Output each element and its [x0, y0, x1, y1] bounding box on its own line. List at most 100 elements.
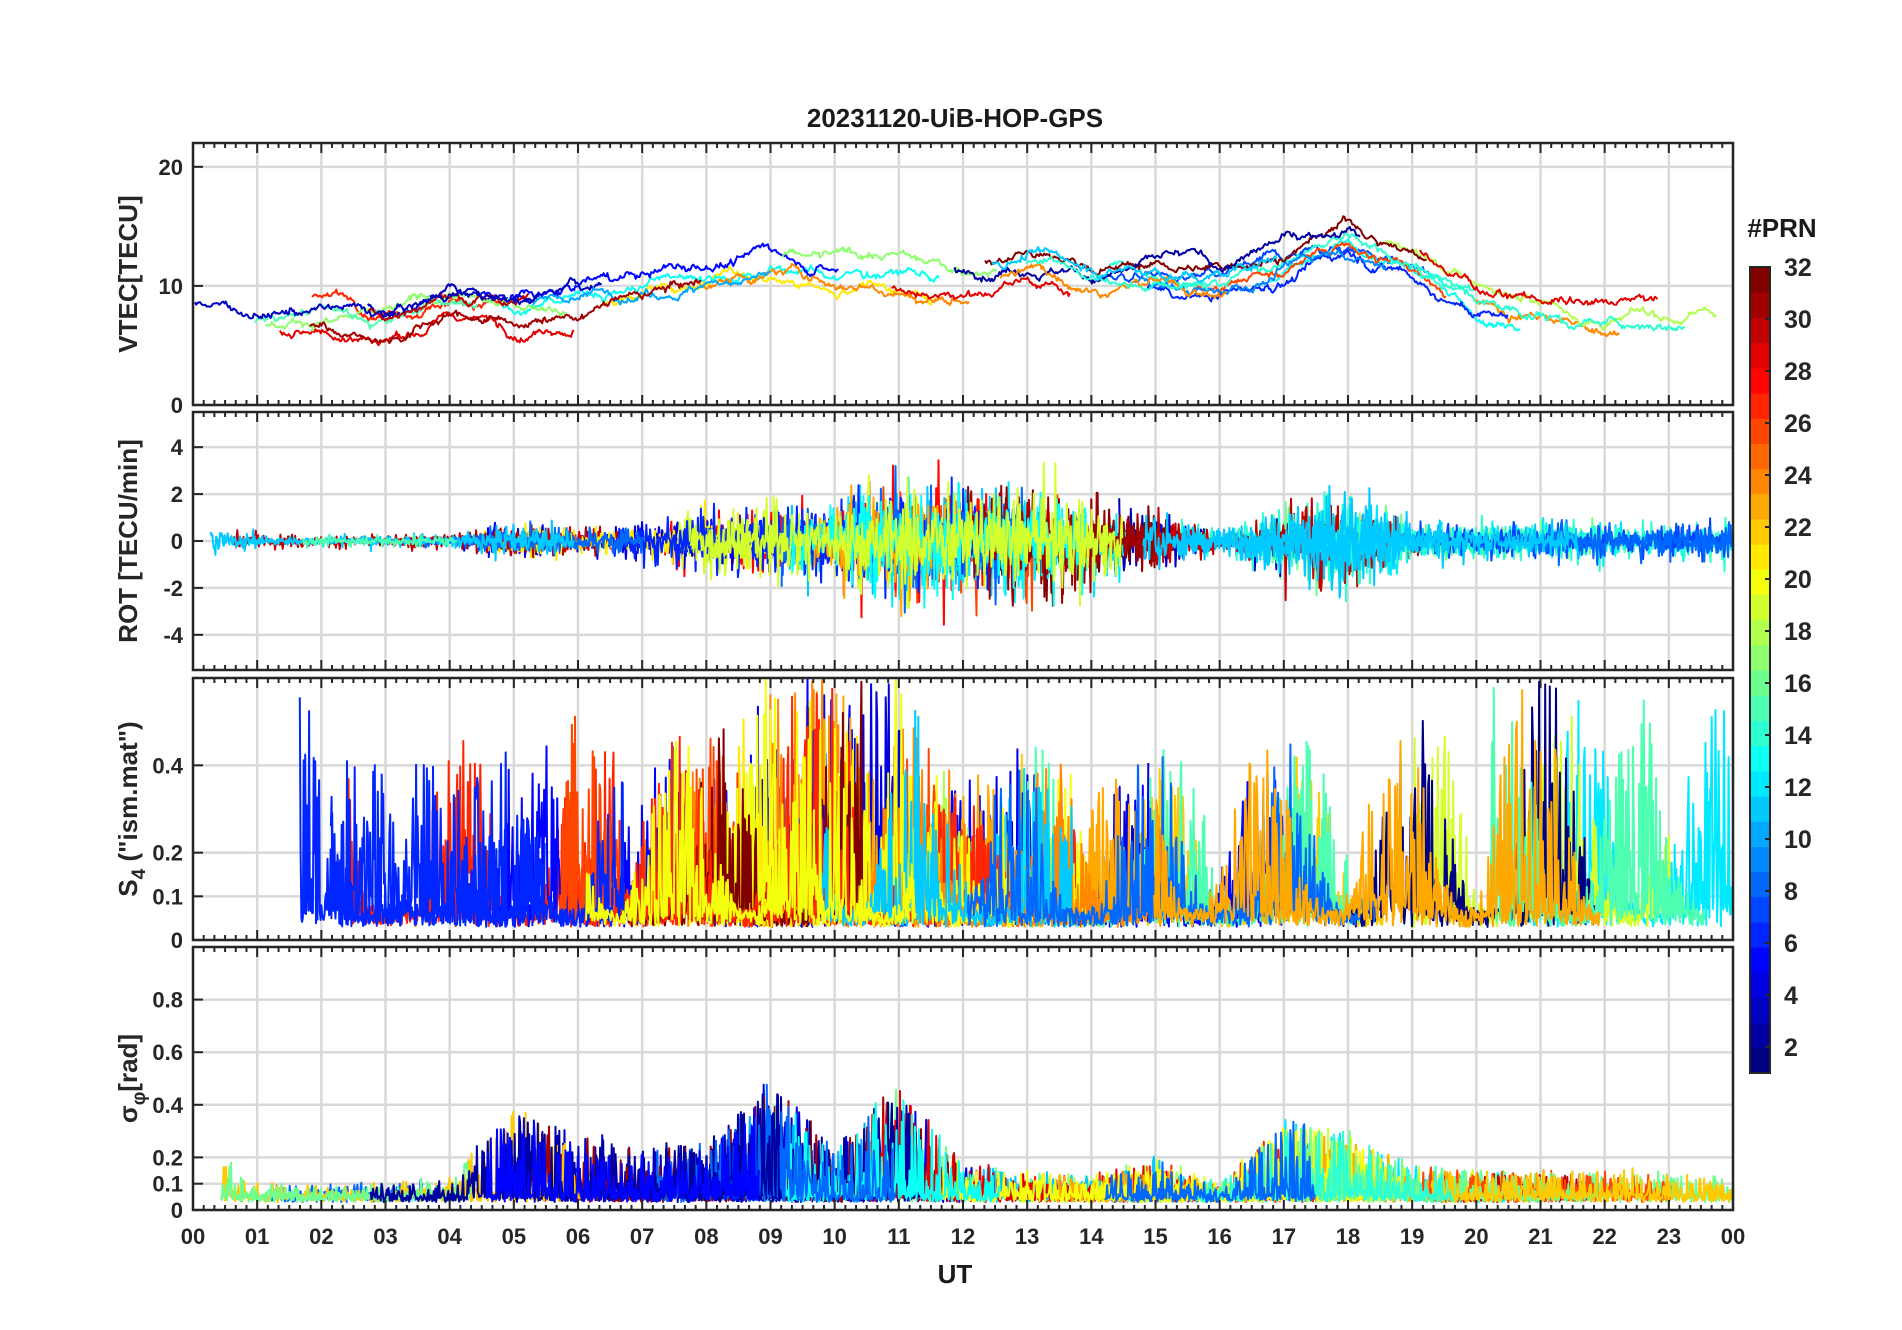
colorbar-segment	[1750, 392, 1770, 419]
y-axis-label: S4 ("ism.mat")	[113, 721, 150, 896]
ticks	[192, 143, 1734, 406]
colorbar-tick-label: 4	[1784, 982, 1798, 1010]
y-axis-label: VTEC[TECU]	[113, 195, 143, 352]
y-tick-label: -4	[163, 623, 183, 648]
colorbar-box	[1749, 266, 1771, 1074]
y-tick-label: 10	[159, 274, 183, 299]
panel-4: 00.10.2 0.4 0.6 0.8σφ[rad] 00 01 02 03 04 05 06 07 0…	[113, 945, 1745, 1249]
prn-trace	[300, 533, 458, 549]
y-tick-label: 20	[159, 155, 183, 180]
prn-trace	[689, 461, 1124, 607]
colorbar-tick-label: 28	[1784, 358, 1812, 386]
prn-trace	[781, 246, 998, 278]
colorbar-tick-label: 26	[1784, 410, 1812, 438]
prn-trace	[532, 270, 771, 306]
prn-trace	[984, 215, 1427, 277]
x-tick-label: 06	[566, 1224, 590, 1249]
x-tick-label: 04	[437, 1224, 462, 1249]
traces	[298, 678, 1733, 928]
prn-trace	[1133, 248, 1387, 296]
traces	[194, 215, 1717, 347]
colorbar-tick-label: 24	[1784, 462, 1812, 490]
colorbar-tick-label: 8	[1784, 878, 1798, 906]
prn-trace	[329, 751, 626, 928]
prn-trace	[1269, 238, 1521, 332]
prn-trace	[1146, 248, 1509, 319]
x-tick-label: 02	[309, 1224, 333, 1249]
x-tick-label: 20	[1464, 1224, 1488, 1249]
ticks	[192, 412, 1734, 670]
colorbar-tick-label: 30	[1784, 306, 1812, 334]
colorbar-segment	[1750, 569, 1770, 596]
colorbar-tick-label: 10	[1784, 826, 1812, 854]
panel-1: 0 10 20 VTEC[TECU]	[113, 141, 1735, 418]
prn-trace	[585, 699, 918, 928]
prn-trace	[696, 263, 970, 306]
x-tick-label: 11	[887, 1224, 910, 1249]
x-tick-label: 03	[373, 1224, 397, 1249]
x-tick-label: 07	[630, 1224, 654, 1249]
colorbar-segment	[1750, 644, 1770, 671]
x-tick-label: 09	[758, 1224, 782, 1249]
colorbar-segment	[1750, 871, 1770, 898]
x-tick-label: 16	[1207, 1224, 1231, 1249]
colorbar-segment	[1750, 468, 1770, 495]
prn-trace	[1193, 1130, 1452, 1204]
colorbar-tick-label: 2	[1784, 1034, 1798, 1062]
colorbar-tick-label: 18	[1784, 618, 1812, 646]
y-tick-label: 0.8	[152, 988, 183, 1013]
colorbar-segment	[1750, 972, 1770, 999]
colorbar-segment	[1750, 493, 1770, 520]
x-tick-label: 18	[1336, 1224, 1360, 1249]
colorbar-segment	[1750, 670, 1770, 696]
colorbar-tick-label: 14	[1784, 722, 1812, 750]
y-tick-label: 0	[171, 928, 183, 953]
prn-trace	[309, 278, 702, 344]
colorbar-segment	[1750, 267, 1770, 293]
colorbar-segment	[1750, 292, 1770, 318]
y-tick-label: 0	[171, 1198, 183, 1223]
colorbar-tick-label: 22	[1784, 514, 1812, 542]
colorbar-tick-label: 32	[1784, 254, 1812, 282]
x-tick-label: 22	[1592, 1224, 1616, 1249]
colorbar-tick-label: 6	[1784, 930, 1798, 958]
colorbar-segment	[1750, 770, 1770, 797]
prn-trace	[298, 697, 546, 928]
y-tick-label: 0	[171, 529, 183, 554]
traces	[209, 459, 1733, 626]
ticks	[192, 678, 1734, 941]
colorbar-segment	[1750, 1022, 1770, 1049]
x-tick-label: 23	[1657, 1224, 1681, 1249]
prn-trace	[1415, 262, 1686, 332]
colorbar-segment	[1750, 745, 1770, 772]
colorbar-segment	[1750, 695, 1770, 721]
prn-trace	[278, 311, 575, 347]
prn-trace	[1153, 689, 1601, 928]
colorbar-segment	[1750, 896, 1770, 923]
prn-trace	[1104, 1120, 1316, 1204]
colorbar-segment	[1750, 317, 1770, 344]
x-tick-label: 21	[1528, 1224, 1552, 1249]
x-tick-label: 17	[1272, 1224, 1296, 1249]
y-tick-label: 0.1	[152, 884, 183, 909]
colorbar-segment	[1750, 367, 1770, 394]
y-tick-label: 0.6	[152, 1040, 183, 1065]
prn-trace	[499, 264, 940, 316]
x-tick-label: 05	[502, 1224, 526, 1249]
prn-trace	[194, 290, 533, 320]
x-axis-label: UT	[938, 1259, 973, 1289]
prn-trace	[953, 225, 1361, 285]
x-tick-label: 15	[1143, 1224, 1167, 1249]
colorbar-segment	[1750, 720, 1770, 747]
prn-trace	[891, 276, 1071, 301]
colorbar-segment	[1750, 1047, 1770, 1074]
colorbar-segment	[1750, 921, 1770, 948]
ticks	[192, 947, 1734, 1211]
x-tick-label: 08	[694, 1224, 718, 1249]
colorbar-tick-label: 20	[1784, 566, 1812, 594]
prn-trace	[999, 263, 1228, 299]
colorbar-segment	[1750, 821, 1770, 847]
x-tick-label: 14	[1079, 1224, 1104, 1249]
prn-trace	[1142, 495, 1580, 599]
